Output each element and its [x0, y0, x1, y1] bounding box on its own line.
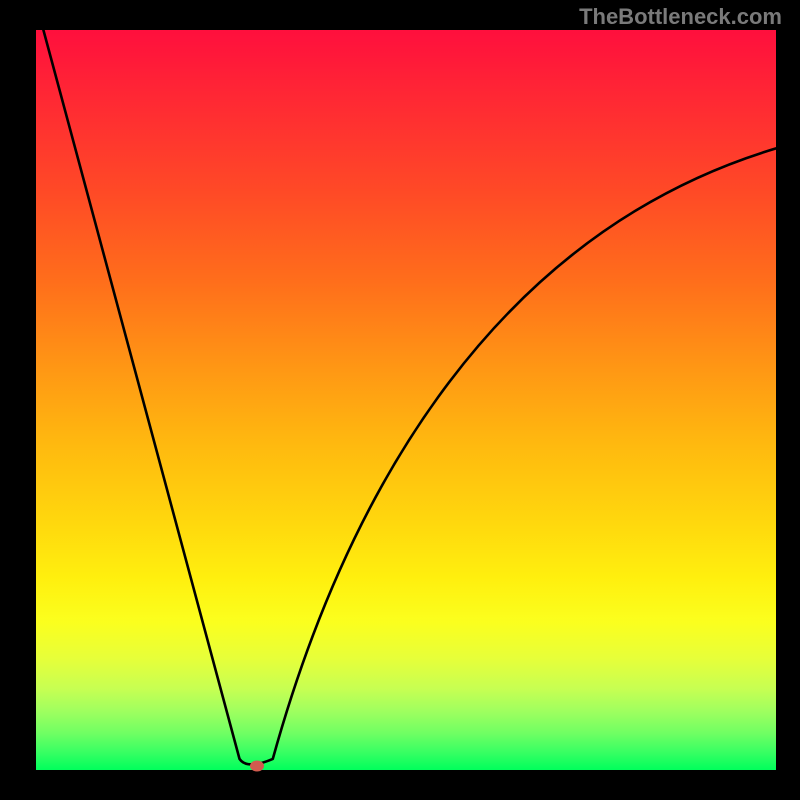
curve-svg [36, 30, 776, 770]
bottleneck-curve [43, 30, 776, 764]
plot-area [36, 30, 776, 770]
chart-container: TheBottleneck.com [0, 0, 800, 800]
optimum-marker [250, 760, 264, 771]
watermark-text: TheBottleneck.com [579, 4, 782, 30]
